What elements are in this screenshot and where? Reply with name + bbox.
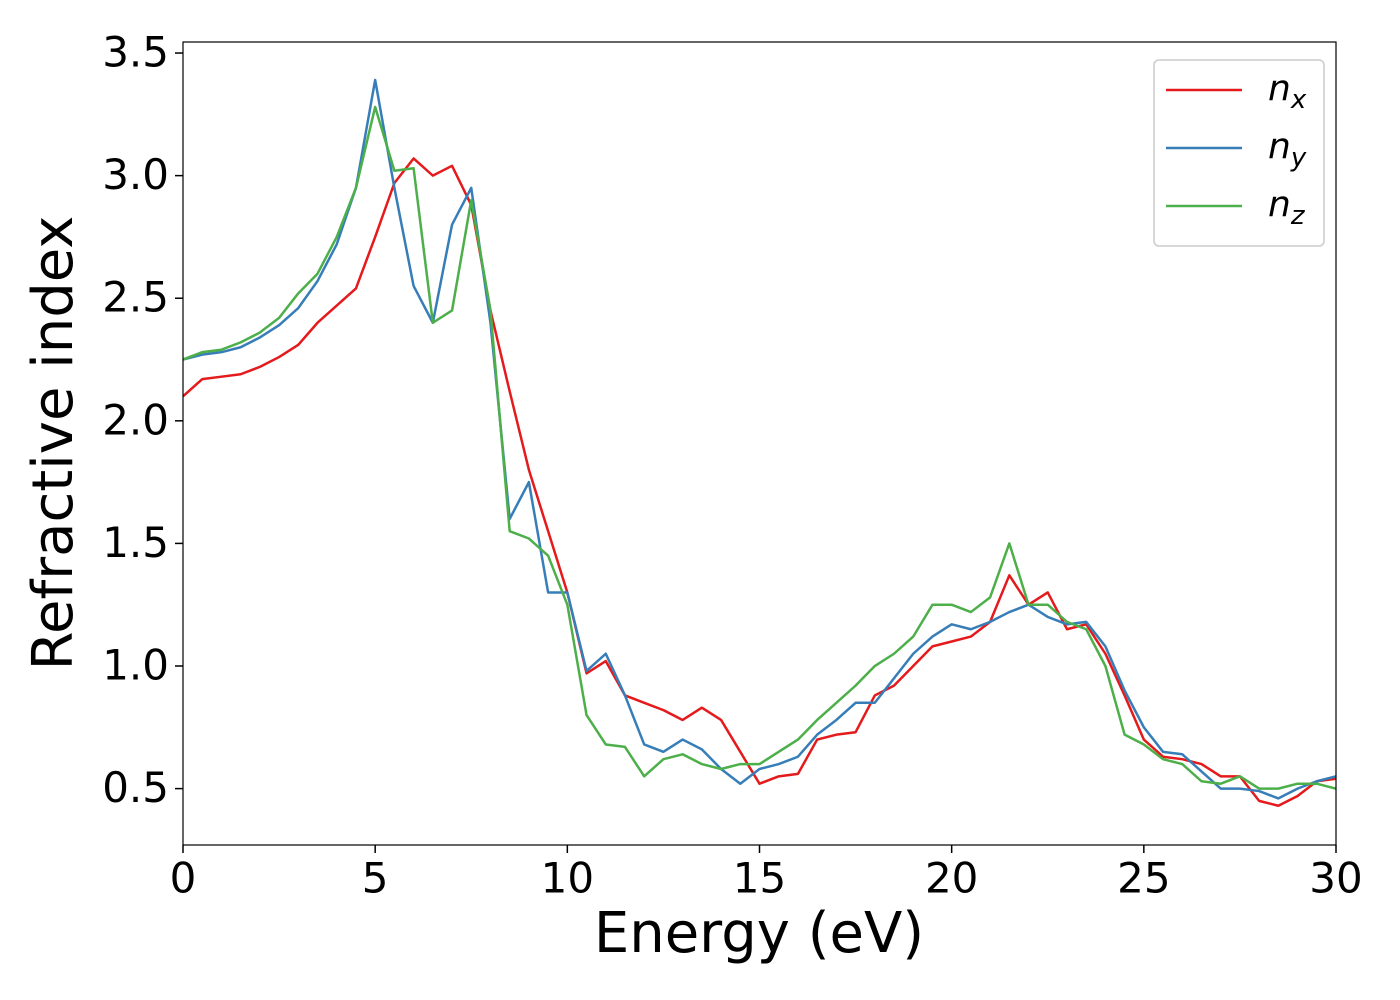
y-tick-label: 2.5 [102, 273, 169, 322]
y-axis-label: Refractive index [21, 216, 86, 671]
x-tick-label: 10 [541, 854, 594, 903]
x-tick-label: 20 [925, 854, 978, 903]
y-tick-label: 2.0 [102, 395, 169, 444]
y-tick-label: 3.0 [102, 150, 169, 199]
x-tick-label: 0 [170, 854, 197, 903]
y-tick-label: 0.5 [102, 763, 169, 812]
legend-label: ny [1268, 126, 1307, 173]
x-axis-label: Energy (eV) [594, 901, 924, 966]
plot-frame [182, 41, 1337, 846]
y-tick-label: 1.5 [102, 518, 169, 567]
legend-box [1153, 59, 1325, 247]
x-tick-label: 30 [1309, 854, 1362, 903]
series-line [183, 78, 1336, 800]
y-tick-label: 3.5 [102, 28, 169, 77]
series-line [183, 105, 1336, 790]
legend-label: nx [1268, 68, 1307, 115]
x-tick-label: 15 [733, 854, 786, 903]
x-tick-label: 25 [1117, 854, 1170, 903]
series-line [183, 157, 1336, 808]
x-tick-label: 5 [362, 854, 389, 903]
legend-label: nz [1268, 184, 1306, 231]
y-tick-label: 1.0 [102, 641, 169, 690]
